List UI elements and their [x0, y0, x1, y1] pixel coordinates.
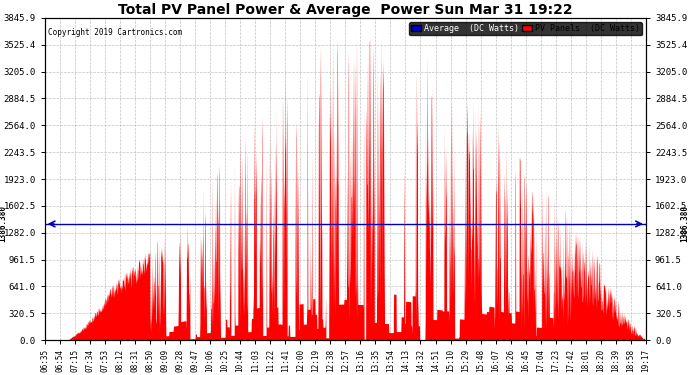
Text: Copyright 2019 Cartronics.com: Copyright 2019 Cartronics.com: [48, 28, 182, 37]
Text: 1386.380: 1386.380: [680, 206, 689, 243]
Legend: Average  (DC Watts), PV Panels  (DC Watts): Average (DC Watts), PV Panels (DC Watts): [409, 22, 642, 35]
Title: Total PV Panel Power & Average  Power Sun Mar 31 19:22: Total PV Panel Power & Average Power Sun…: [118, 3, 573, 17]
Text: 1386.380: 1386.380: [0, 206, 7, 243]
